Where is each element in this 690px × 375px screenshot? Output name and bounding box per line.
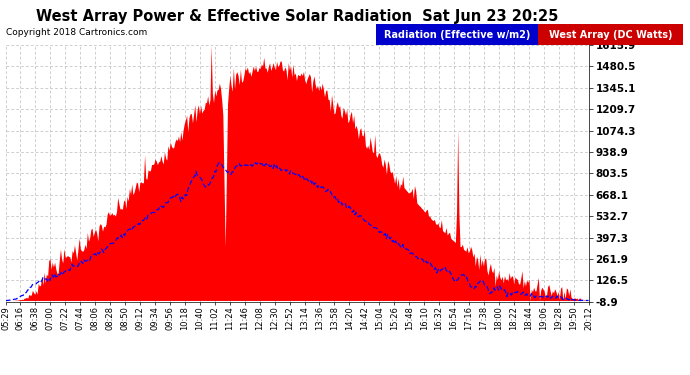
Text: West Array (DC Watts): West Array (DC Watts) (549, 30, 672, 40)
Text: Radiation (Effective w/m2): Radiation (Effective w/m2) (384, 30, 531, 40)
Text: West Array Power & Effective Solar Radiation  Sat Jun 23 20:25: West Array Power & Effective Solar Radia… (35, 9, 558, 24)
Text: Copyright 2018 Cartronics.com: Copyright 2018 Cartronics.com (6, 28, 147, 37)
